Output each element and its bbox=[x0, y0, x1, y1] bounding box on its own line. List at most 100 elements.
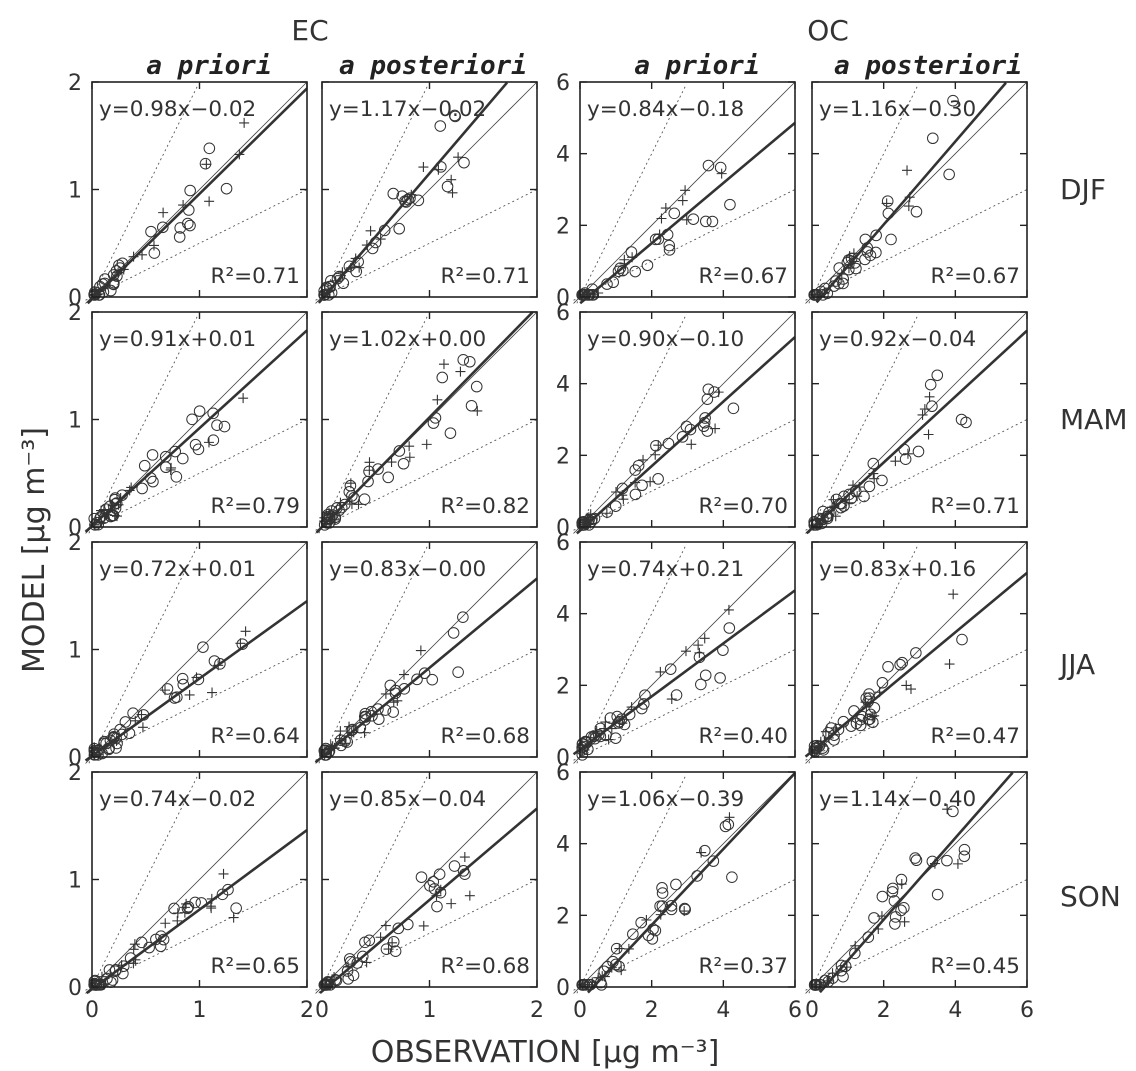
data-point-circle bbox=[342, 973, 355, 985]
two-to-one-line bbox=[318, 83, 429, 304]
data-point-plus bbox=[942, 804, 953, 815]
data-point-circle bbox=[110, 732, 122, 744]
r-squared-label: R²=0.68 bbox=[441, 724, 530, 749]
data-point-circle bbox=[668, 207, 681, 220]
two-to-one-line bbox=[88, 313, 199, 534]
data-point-plus bbox=[418, 920, 429, 931]
data-point-plus bbox=[235, 638, 246, 649]
data-point-circle bbox=[127, 707, 139, 719]
data-point-circle bbox=[155, 930, 167, 943]
data-point-plus bbox=[677, 195, 688, 206]
r-squared-label: R²=0.40 bbox=[699, 724, 788, 749]
data-point-circle bbox=[861, 246, 874, 258]
y-tick-label: 0 bbox=[556, 516, 570, 541]
y-tick-label: 0 bbox=[68, 976, 82, 1001]
data-point-circle bbox=[947, 94, 959, 107]
data-point-circle bbox=[684, 423, 697, 436]
x-tick-label: 2 bbox=[877, 998, 891, 1023]
data-point-circle bbox=[211, 419, 223, 432]
panel-oc-jja-posteriori: y=0.83x+0.16 R²=0.47 bbox=[804, 541, 1028, 764]
regression-equation: y=0.98x−0.02 bbox=[99, 97, 256, 122]
data-point-circle bbox=[678, 902, 691, 915]
row-label-jja: JJA bbox=[1058, 648, 1095, 681]
r-squared-label: R²=0.64 bbox=[211, 724, 300, 749]
data-point-circle bbox=[448, 109, 461, 122]
two-to-one-line bbox=[318, 313, 429, 534]
data-point-circle bbox=[610, 958, 622, 971]
y-tick-label: 2 bbox=[556, 904, 570, 929]
data-point-circle bbox=[397, 457, 410, 470]
data-point-circle bbox=[910, 854, 923, 867]
data-point-plus bbox=[418, 162, 429, 173]
data-point-plus bbox=[206, 903, 217, 914]
one-to-two-line bbox=[805, 649, 1028, 761]
data-point-plus bbox=[344, 721, 355, 732]
data-point-circle bbox=[868, 912, 880, 924]
data-point-circle bbox=[924, 378, 937, 391]
data-point-circle bbox=[207, 434, 220, 447]
data-point-circle bbox=[382, 471, 395, 484]
data-point-plus bbox=[364, 465, 375, 476]
data-point-plus bbox=[137, 722, 148, 733]
data-point-circle bbox=[431, 900, 443, 913]
data-point-circle bbox=[882, 660, 894, 673]
data-point-circle bbox=[702, 383, 715, 396]
data-point-circle bbox=[325, 510, 338, 523]
data-point-plus bbox=[681, 214, 692, 225]
data-point-circle bbox=[447, 627, 460, 639]
x-tick-label: 2 bbox=[530, 998, 544, 1023]
x-tick-label: 0 bbox=[85, 998, 99, 1023]
regression-equation: y=0.92x−0.04 bbox=[819, 327, 976, 352]
x-tick-label: 2 bbox=[300, 998, 314, 1023]
data-point-circle bbox=[864, 708, 877, 721]
data-point-plus bbox=[693, 640, 704, 651]
data-point-plus bbox=[679, 906, 690, 917]
data-point-plus bbox=[330, 514, 341, 525]
regression-line bbox=[815, 81, 1007, 304]
data-point-plus bbox=[172, 908, 183, 919]
data-point-circle bbox=[652, 233, 665, 246]
panel-frame bbox=[811, 81, 1028, 298]
y-tick-label: 0 bbox=[556, 976, 570, 1001]
data-point-circle bbox=[337, 277, 350, 290]
y-tick-label: 4 bbox=[556, 373, 570, 398]
data-point-circle bbox=[943, 168, 955, 181]
r-squared-label: R²=0.47 bbox=[931, 724, 1020, 749]
data-point-circle bbox=[656, 882, 668, 894]
data-point-circle bbox=[614, 262, 627, 274]
data-point-plus bbox=[923, 429, 934, 440]
regression-equation: y=0.90x−0.10 bbox=[587, 327, 744, 352]
data-point-circle bbox=[670, 878, 682, 891]
one-to-two-line bbox=[573, 879, 796, 991]
data-point-circle bbox=[400, 196, 412, 208]
data-point-circle bbox=[637, 698, 650, 710]
data-point-circle bbox=[849, 947, 861, 960]
data-point-circle bbox=[680, 420, 693, 433]
data-point-circle bbox=[676, 431, 689, 443]
regression-line bbox=[86, 87, 308, 305]
data-point-circle bbox=[629, 265, 642, 278]
one-to-two-line bbox=[85, 419, 308, 531]
one-to-one-line bbox=[573, 311, 796, 534]
panel-ec-jja-posteriori: y=0.83x−0.00 R²=0.68 bbox=[314, 541, 538, 764]
data-point-plus bbox=[896, 879, 907, 890]
data-point-plus bbox=[724, 812, 735, 823]
data-point-circle bbox=[870, 246, 882, 259]
data-point-plus bbox=[181, 898, 192, 909]
r-squared-label: R²=0.65 bbox=[211, 954, 300, 979]
regression-line bbox=[314, 577, 538, 764]
data-point-circle bbox=[837, 970, 849, 983]
data-point-plus bbox=[166, 462, 177, 473]
data-point-circle bbox=[119, 716, 132, 728]
data-point-plus bbox=[952, 858, 963, 869]
data-point-circle bbox=[727, 402, 740, 415]
r-squared-label: R²=0.71 bbox=[211, 264, 300, 289]
data-point-circle bbox=[701, 393, 714, 405]
regression-line bbox=[805, 329, 1028, 535]
data-point-circle bbox=[876, 890, 889, 903]
data-point-circle bbox=[181, 217, 194, 230]
panel-frame bbox=[811, 541, 1028, 758]
data-point-plus bbox=[848, 480, 859, 491]
y-tick-label: 6 bbox=[556, 301, 570, 326]
data-point-plus bbox=[579, 979, 590, 990]
